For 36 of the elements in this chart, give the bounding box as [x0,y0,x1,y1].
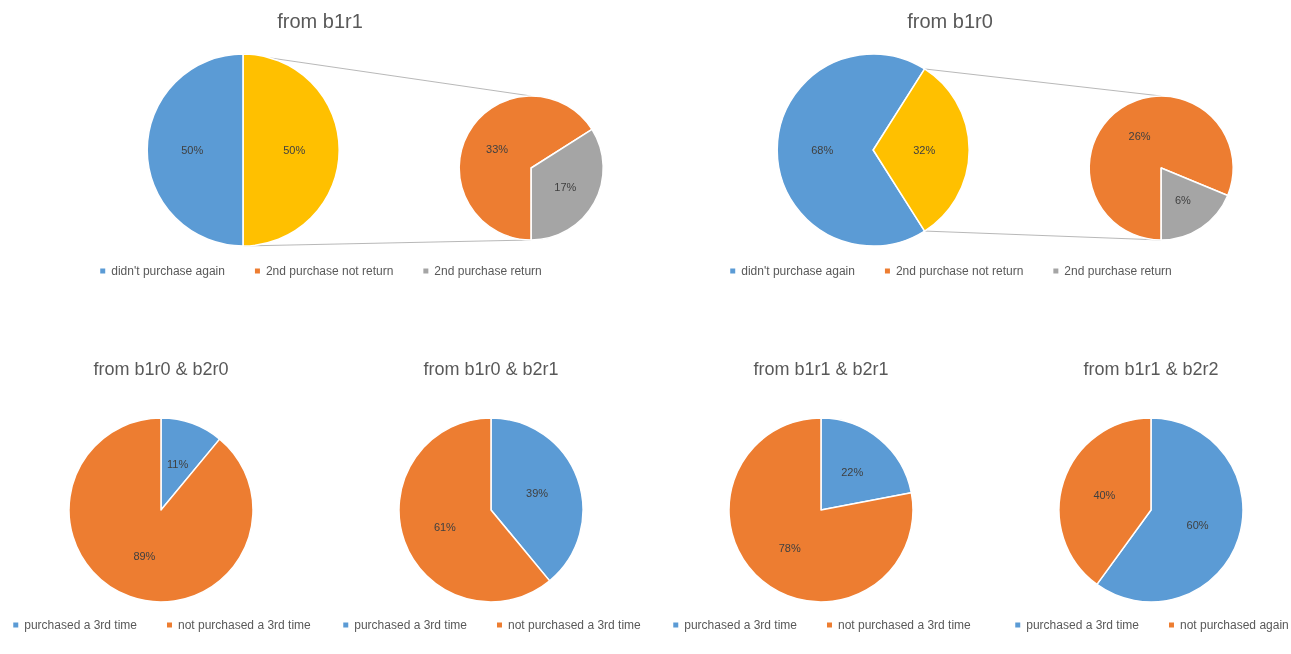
data-label: 40% [1093,488,1116,501]
legend-label: 2nd purchase not return [895,264,1024,278]
data-label: 26% [1128,129,1151,142]
legend-label: not purchased again [1179,618,1289,632]
chart-title: from b1r1 [277,10,363,32]
legend-label: purchased a 3rd time [24,618,138,632]
data-label: 78% [778,541,801,554]
data-label: 17% [554,180,577,193]
legend-label: not purchased a 3rd time [177,618,312,632]
data-label: 68% [811,144,834,156]
legend-label: not purchased a 3rd time [507,618,642,632]
data-label: 32% [913,144,936,156]
legend-label: purchased a 3rd time [354,618,468,632]
legend-label: didn't purchase again [741,264,855,278]
legend-label: 2nd purchase return [1064,264,1172,278]
legend-label: purchased a 3rd time [684,618,798,632]
chart-title: from b1r0 [907,10,993,32]
legend-label: purchased a 3rd time [1026,618,1140,632]
chart-title: from b1r0 & b2r1 [423,359,559,379]
legend-label: not purchased a 3rd time [837,618,972,632]
data-label: 50% [181,144,204,156]
chart-title: from b1r1 & b2r2 [1083,359,1219,379]
data-label: 61% [433,520,457,533]
legend-label: 2nd purchase not return [265,264,394,278]
data-label: 50% [283,144,306,156]
data-label: 33% [486,143,509,156]
data-label: 60% [1186,519,1209,532]
data-label: 39% [526,487,549,500]
data-label: 89% [133,550,156,563]
data-label: 11% [167,457,189,470]
legend-label: 2nd purchase return [434,264,542,278]
chart-title: from b1r1 & b2r1 [753,359,889,379]
legend-label: didn't purchase again [111,264,225,278]
data-label: 22% [841,466,864,479]
chart-title: from b1r0 & b2r0 [93,359,229,379]
data-label: 6% [1174,194,1192,207]
